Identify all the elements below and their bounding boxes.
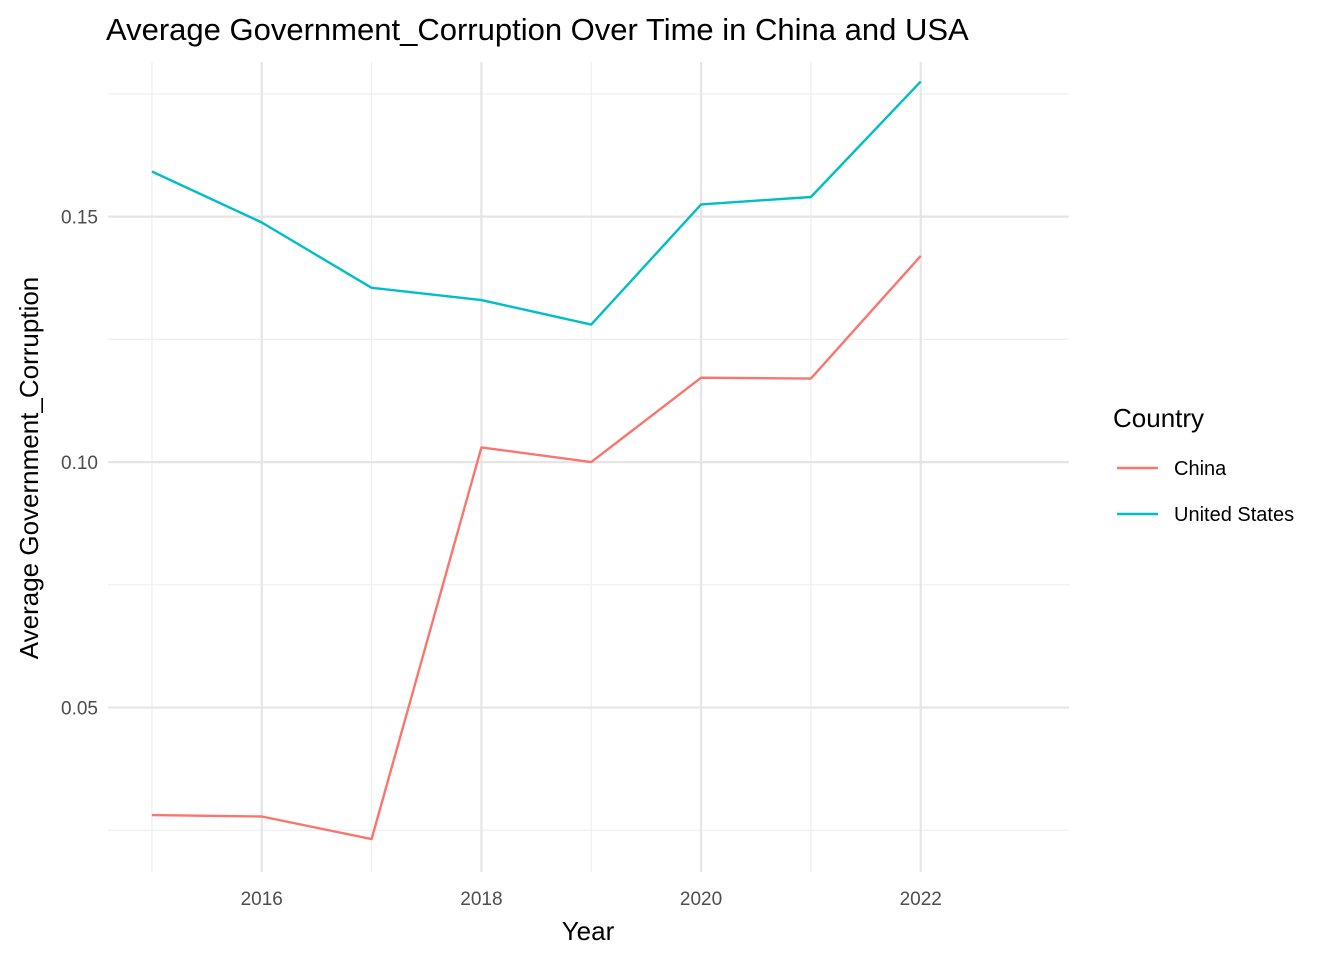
grid <box>108 62 1069 872</box>
x-tick-label: 2018 <box>460 889 502 910</box>
legend-label-united-states: United States <box>1174 504 1294 526</box>
x-axis-ticks: 2016 2018 2020 2022 <box>241 889 942 910</box>
series-line-china <box>151 255 922 841</box>
chart-title: Average Government_Corruption Over Time … <box>106 12 969 47</box>
legend-label-china: China <box>1174 458 1227 480</box>
y-tick-label: 0.10 <box>61 453 98 474</box>
y-tick-label: 0.05 <box>61 699 98 720</box>
y-axis-title: Average Government_Corruption <box>14 277 44 660</box>
x-tick-label: 2020 <box>680 889 722 910</box>
x-tick-label: 2016 <box>241 889 283 910</box>
series-group <box>151 80 922 841</box>
legend: Country China United States <box>1113 403 1294 526</box>
y-axis-ticks: 0.05 0.10 0.15 <box>61 208 98 720</box>
legend-title: Country <box>1113 403 1204 433</box>
x-axis-title: Year <box>562 916 615 946</box>
y-tick-label: 0.15 <box>61 208 98 229</box>
series-line-united-states <box>151 80 922 326</box>
x-tick-label: 2022 <box>900 889 942 910</box>
